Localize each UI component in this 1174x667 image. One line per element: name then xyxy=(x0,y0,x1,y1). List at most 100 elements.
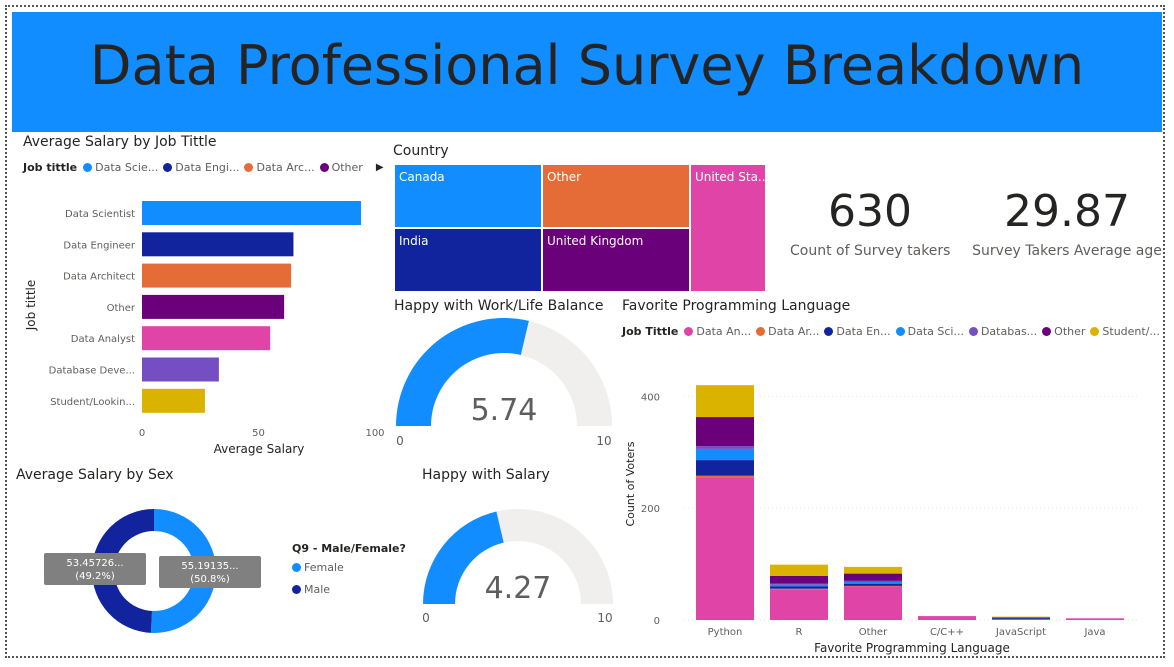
count-card-value: 630 xyxy=(828,186,912,237)
legend-item-female[interactable]: Female xyxy=(292,561,344,574)
legend-next-arrow-icon[interactable]: ▶ xyxy=(375,162,384,173)
stacked-bar-segment[interactable] xyxy=(696,475,754,478)
legend-item[interactable]: Data En... xyxy=(824,325,891,338)
legend-label: Data Scie... xyxy=(95,161,159,174)
stacked-bar-segment[interactable] xyxy=(696,385,754,418)
data-label-box xyxy=(44,553,146,585)
legend-item[interactable]: Other xyxy=(1042,325,1085,338)
stacked-bar-segment[interactable] xyxy=(696,417,754,447)
stacked-bar-segment[interactable] xyxy=(844,581,902,584)
legend-label: Female xyxy=(304,561,344,574)
stacked-bar-segment[interactable] xyxy=(770,588,828,590)
work-life-gauge: 5.74 0 10 xyxy=(396,318,612,448)
legend-dot xyxy=(968,327,978,336)
category-label: Student/Lookin... xyxy=(50,397,135,408)
x-tick-label: 50 xyxy=(252,428,265,439)
stacked-bar-segment[interactable] xyxy=(770,586,828,589)
bar[interactable] xyxy=(142,263,292,288)
x-tick-label: C/C++ xyxy=(930,627,964,638)
legend-item[interactable]: Data Scie... xyxy=(83,161,158,174)
legend-item[interactable]: Databas... xyxy=(968,325,1037,338)
treemap-cell-united-kingdom[interactable]: United Kingdom xyxy=(542,228,690,292)
stacked-bar-segment[interactable] xyxy=(992,617,1050,619)
legend-label: Male xyxy=(304,583,331,596)
treemap-cell-united-states[interactable]: United Sta... xyxy=(690,164,766,292)
title-banner: Data Professional Survey Breakdown xyxy=(12,12,1162,132)
salary-by-job-title: Average Salary by Job Tittle xyxy=(23,134,217,150)
legend-item[interactable]: Data Ar... xyxy=(756,325,819,338)
legend-item[interactable]: Student/... xyxy=(1090,325,1160,338)
bar[interactable] xyxy=(142,357,219,382)
data-label-percent: (49.2%) xyxy=(75,571,115,582)
treemap-cell-india[interactable]: India xyxy=(394,228,542,292)
country-treemap: Canada Other United Sta... India United … xyxy=(394,164,766,292)
stacked-bar-segment[interactable] xyxy=(992,616,1050,618)
stacked-bar-segment[interactable] xyxy=(696,477,754,620)
bar[interactable] xyxy=(142,294,285,319)
bar[interactable] xyxy=(142,388,205,413)
y-axis-label: Count of Voters xyxy=(624,441,637,526)
gauge-fill xyxy=(423,511,504,604)
report-frame xyxy=(5,5,1165,658)
legend-title: Job Tittle xyxy=(622,325,679,338)
stacked-bar-segment[interactable] xyxy=(1066,618,1124,620)
legend-label: Data Engi... xyxy=(175,161,240,174)
stacked-bar-segment[interactable] xyxy=(844,566,902,574)
donut-slice[interactable] xyxy=(150,509,217,633)
y-tick-label: 400 xyxy=(641,392,660,403)
legend-label: Data Ar... xyxy=(768,325,820,338)
salary-by-job-chart: Data Scientist Data Engineer Data Architec… xyxy=(24,201,385,456)
stacked-bar-segment[interactable] xyxy=(918,616,976,620)
y-tick-label: 200 xyxy=(641,504,660,515)
stacked-bar-segment[interactable] xyxy=(992,618,1050,620)
gauge-fill xyxy=(396,318,529,426)
salary-by-sex-donut: 55.19135... (50.8%) 53.45726... (49.2%) xyxy=(44,509,261,633)
count-card-label: Count of Survey takers xyxy=(790,243,951,259)
stacked-bar-segment[interactable] xyxy=(770,564,828,576)
legend-item[interactable]: Other xyxy=(319,161,363,174)
legend-item[interactable]: Data Arc... xyxy=(244,161,315,174)
stacked-bar-segment[interactable] xyxy=(696,460,754,476)
legend-item[interactable]: Data An... xyxy=(684,325,751,338)
legend-label: Other xyxy=(331,161,363,174)
legend-label: Data En... xyxy=(836,325,891,338)
legend-dot xyxy=(684,327,694,336)
stacked-bar-segment[interactable] xyxy=(992,617,1050,618)
treemap-cell-other[interactable]: Other xyxy=(542,164,690,228)
legend-title: Q9 - Male/Female? xyxy=(292,542,406,555)
salary-by-sex-legend: Q9 - Male/Female? Female Male xyxy=(292,542,412,596)
legend-dot xyxy=(292,563,301,572)
stacked-bar-segment[interactable] xyxy=(844,585,902,587)
legend-dot xyxy=(756,327,766,336)
stacked-bar-segment[interactable] xyxy=(696,446,754,449)
salary-happy-gauge: 4.27 0 10 xyxy=(422,509,613,625)
age-card-value: 29.87 xyxy=(1004,186,1130,237)
legend-dot xyxy=(319,163,329,172)
x-axis-label: Favorite Programming Language xyxy=(814,641,1010,655)
treemap-cell-canada[interactable]: Canada xyxy=(394,164,542,228)
legend-item[interactable]: Data Sci... xyxy=(895,325,964,338)
stacked-bar-segment[interactable] xyxy=(844,586,902,620)
legend-dot xyxy=(83,163,93,172)
legend-item[interactable]: Data Engi... xyxy=(163,161,239,174)
legend-item-male[interactable]: Male xyxy=(292,583,330,596)
bar[interactable] xyxy=(142,201,362,225)
salary-by-sex-title: Average Salary by Sex xyxy=(16,467,174,483)
bar[interactable] xyxy=(142,232,294,257)
stacked-bar-segment[interactable] xyxy=(770,589,828,620)
stacked-bar-segment[interactable] xyxy=(696,448,754,461)
stacked-bar-segment[interactable] xyxy=(844,580,902,582)
salary-happy-title: Happy with Salary xyxy=(422,467,550,483)
x-tick-label: 0 xyxy=(139,428,145,439)
stacked-bar-segment[interactable] xyxy=(770,575,828,584)
gauge-value: 5.74 xyxy=(471,393,538,428)
stacked-bar-segment[interactable] xyxy=(770,583,828,585)
stacked-bar-segment[interactable] xyxy=(770,584,828,587)
age-card-label: Survey Takers Average age xyxy=(972,243,1162,259)
y-tick-label: 0 xyxy=(654,616,660,627)
stacked-bar-segment[interactable] xyxy=(844,573,902,581)
bar[interactable] xyxy=(142,326,271,351)
x-axis-label: Average Salary xyxy=(214,442,305,456)
stacked-bar-segment[interactable] xyxy=(844,583,902,586)
donut-slice[interactable] xyxy=(92,509,154,633)
